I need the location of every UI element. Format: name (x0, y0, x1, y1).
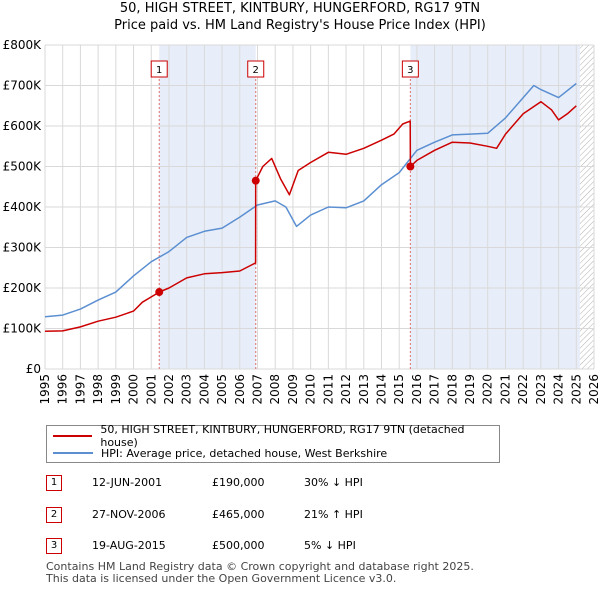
x-tick-label-2014: 2014 (374, 374, 388, 405)
chart-subtitle: Price paid vs. HM Land Registry's House … (114, 18, 486, 33)
x-tick-label-2016: 2016 (410, 374, 424, 405)
footer-line-2: This data is licensed under the Open Gov… (46, 572, 397, 585)
sale-point-3 (406, 162, 415, 171)
series-line-hpi (44, 82, 577, 318)
x-tick-label-2000: 2000 (127, 374, 141, 405)
legend: 50, HIGH STREET, KINTBURY, HUNGERFORD, R… (46, 423, 500, 463)
price-chart: 50, HIGH STREET, KINTBURY, HUNGERFORD, R… (3, 1, 600, 405)
sale-hpi-1: 30% ↓ HPI (304, 476, 363, 489)
marker-box-2 (247, 60, 265, 78)
y-tick-label-200000: £200K (3, 281, 43, 295)
x-tick-label-2002: 2002 (162, 374, 176, 405)
x-tick-label-2024: 2024 (552, 374, 566, 405)
x-tick-label-2005: 2005 (215, 374, 229, 405)
sale-badge-2: 2 (46, 507, 62, 523)
legend-label-property: 50, HIGH STREET, KINTBURY, HUNGERFORD, R… (100, 423, 465, 449)
legend-label-hpi: HPI: Average price, detached house, West… (101, 446, 388, 460)
sale-points (155, 162, 415, 297)
marker-box-3 (401, 60, 419, 78)
y-tick-label-0: £0 (26, 362, 41, 376)
x-tick-label-1999: 1999 (109, 374, 123, 405)
sale-date-1: 12-JUN-2001 (92, 476, 163, 489)
sale-badge-1: 1 (46, 475, 62, 491)
x-tick-label-2001: 2001 (144, 374, 158, 405)
x-tick-label-1996: 1996 (56, 374, 70, 405)
x-tick-label-2013: 2013 (357, 374, 371, 405)
y-tick-label-600000: £600K (3, 119, 43, 133)
legend-item-property: 50, HIGH STREET, KINTBURY, HUNGERFORD, R… (53, 423, 499, 449)
y-tick-label-100000: £100K (3, 322, 43, 336)
x-tick-label-1997: 1997 (73, 374, 87, 405)
x-tick-label-1995: 1995 (38, 374, 52, 405)
y-tick-label-700000: £700K (3, 79, 43, 93)
footer-line-1: Contains HM Land Registry data © Crown c… (46, 560, 474, 573)
x-tick-label-2003: 2003 (180, 374, 194, 405)
x-tick-label-2007: 2007 (251, 374, 265, 405)
sale-date-2: 27-NOV-2006 (92, 508, 166, 521)
sale-point-1 (155, 288, 164, 297)
sale-row-1: 1 12-JUN-2001 £190,000 30% ↓ HPI (46, 475, 566, 493)
sale-date-3: 19-AUG-2015 (92, 539, 166, 552)
sale-hpi-2: 21% ↑ HPI (304, 508, 363, 521)
sale-badge-3: 3 (46, 538, 62, 554)
x-tick-label-2023: 2023 (534, 374, 548, 405)
footer: Contains HM Land Registry data © Crown c… (46, 561, 474, 585)
y-axis: £0 £100K £200K £300K £400K £500K £600K £700K £80… (3, 38, 43, 376)
legend-item-hpi: HPI: Average price, detached house, West… (53, 445, 387, 461)
x-tick-label-1998: 1998 (91, 374, 105, 405)
sale-point-2 (251, 176, 260, 185)
series-line-property (44, 100, 577, 333)
y-tick-label-800000: £800K (3, 38, 43, 52)
marker-box-1 (150, 60, 168, 78)
x-tick-label-2015: 2015 (392, 374, 406, 405)
y-tick-label-500000: £500K (3, 160, 43, 174)
sale-price-1: £190,000 (212, 476, 265, 489)
x-tick-label-2008: 2008 (268, 374, 282, 405)
x-tick-label-2006: 2006 (233, 374, 247, 405)
y-tick-label-400000: £400K (3, 200, 43, 214)
marker-label-2: 2 (253, 65, 259, 76)
chart-title: 50, HIGH STREET, KINTBURY, HUNGERFORD, R… (120, 1, 480, 16)
legend-swatch-hpi (53, 452, 93, 454)
sale-markers: 1 2 3 (150, 60, 419, 78)
legend-swatch-property (53, 435, 93, 437)
x-tick-label-2004: 2004 (197, 374, 211, 405)
x-tick-label-2021: 2021 (498, 374, 512, 405)
x-tick-label-2019: 2019 (463, 374, 477, 405)
y-tick-label-300000: £300K (3, 241, 43, 255)
x-tick-label-2009: 2009 (286, 374, 300, 405)
x-tick-label-2020: 2020 (481, 374, 495, 405)
x-tick-label-2010: 2010 (304, 374, 318, 405)
sale-row-3: 3 19-AUG-2015 £500,000 5% ↓ HPI (46, 538, 566, 556)
marker-label-1: 1 (156, 65, 162, 76)
x-tick-label-2011: 2011 (321, 374, 335, 405)
x-tick-label-2026: 2026 (587, 374, 600, 405)
sale-hpi-3: 5% ↓ HPI (304, 539, 356, 552)
sale-price-3: £500,000 (212, 539, 265, 552)
x-tick-label-2018: 2018 (445, 374, 459, 405)
grid (44, 44, 595, 370)
x-tick-label-2017: 2017 (428, 374, 442, 405)
x-tick-label-2012: 2012 (339, 374, 353, 405)
x-tick-label-2025: 2025 (569, 374, 583, 405)
sale-price-2: £465,000 (212, 508, 265, 521)
series-lines (44, 82, 577, 333)
marker-label-3: 3 (407, 65, 413, 76)
x-tick-label-2022: 2022 (516, 374, 530, 405)
x-axis: 1995 1996 1997 1998 1999 2000 2001 2002 2003 2004… (38, 374, 600, 405)
sale-row-2: 2 27-NOV-2006 £465,000 21% ↑ HPI (46, 507, 566, 525)
